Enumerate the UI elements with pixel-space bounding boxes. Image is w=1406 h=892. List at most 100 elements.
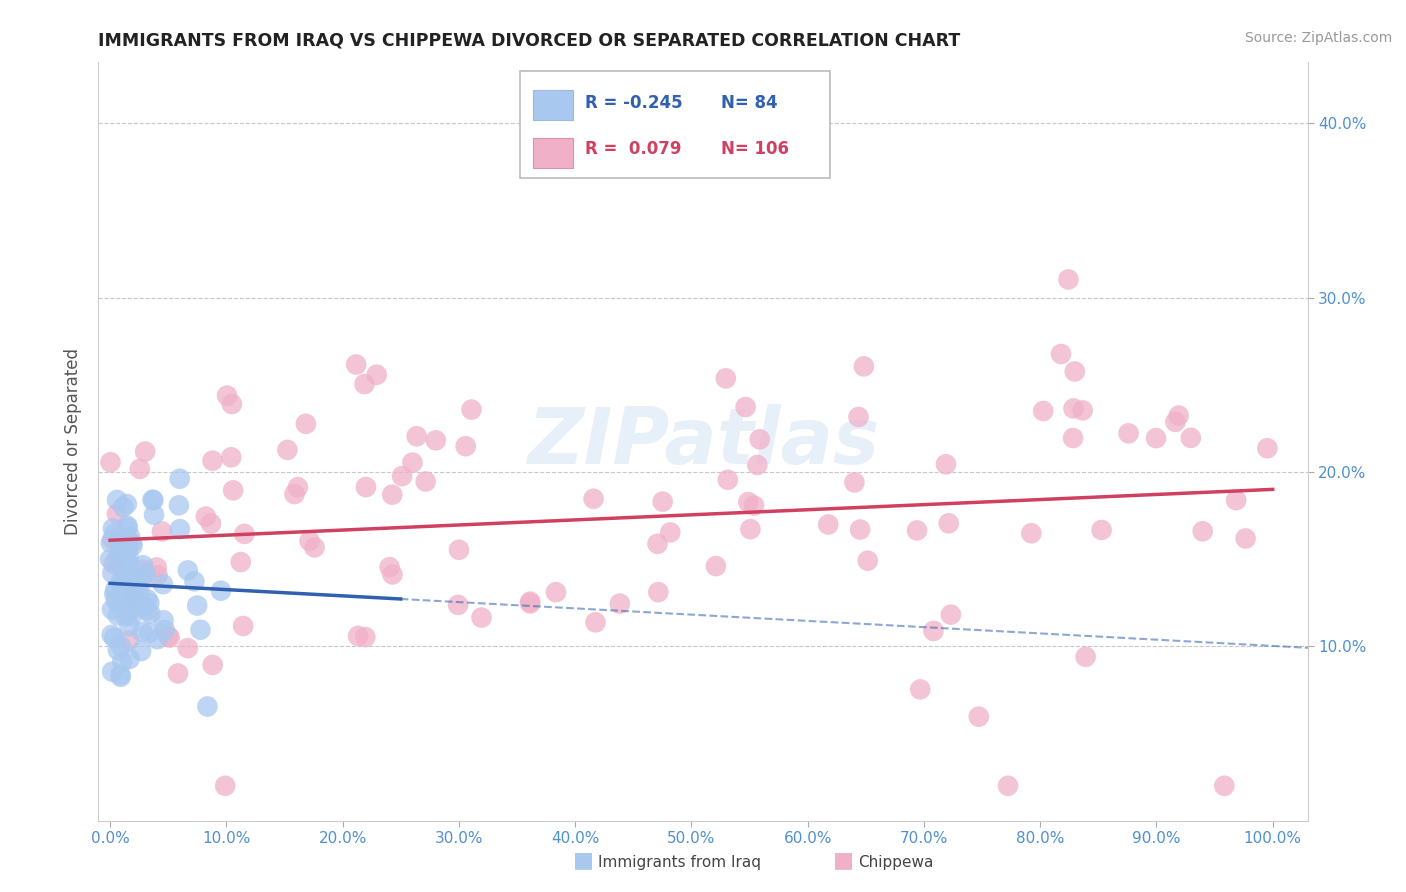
Point xyxy=(104,582,127,597)
Point xyxy=(100,536,122,550)
Point xyxy=(519,597,541,611)
FancyBboxPatch shape xyxy=(520,71,830,178)
Point xyxy=(112,549,135,564)
Point xyxy=(935,457,957,471)
Point xyxy=(233,527,256,541)
Point xyxy=(1071,403,1094,417)
Point xyxy=(146,632,169,647)
Point xyxy=(354,630,377,644)
Point xyxy=(169,522,191,536)
Point xyxy=(112,500,135,514)
Point xyxy=(120,587,142,601)
Point xyxy=(124,589,146,603)
Point xyxy=(344,358,367,372)
Point xyxy=(118,619,141,633)
Point xyxy=(544,585,567,599)
Point xyxy=(1063,401,1085,416)
Point xyxy=(131,625,153,640)
Point xyxy=(103,587,125,601)
Point xyxy=(1213,779,1236,793)
Point xyxy=(295,417,318,431)
Point xyxy=(100,455,122,469)
Point xyxy=(717,473,740,487)
Text: R = -0.245: R = -0.245 xyxy=(585,95,683,112)
Point xyxy=(938,516,960,531)
Point xyxy=(110,574,132,588)
Point xyxy=(190,623,212,637)
Point xyxy=(101,665,124,679)
Point xyxy=(1074,649,1097,664)
Point xyxy=(128,582,150,597)
Point xyxy=(115,497,138,511)
Point xyxy=(134,444,156,458)
Point xyxy=(115,542,138,557)
Point xyxy=(460,402,482,417)
Point xyxy=(114,609,136,624)
Point xyxy=(103,631,125,645)
Point xyxy=(107,608,129,623)
Point xyxy=(200,516,222,531)
Point xyxy=(1144,431,1167,445)
Point xyxy=(222,483,245,498)
Point xyxy=(101,521,124,535)
Point xyxy=(145,560,167,574)
Point xyxy=(110,639,132,653)
Point xyxy=(117,603,139,617)
Point xyxy=(121,539,143,553)
Y-axis label: Divorced or Separated: Divorced or Separated xyxy=(65,348,83,535)
Point xyxy=(159,631,181,645)
Point xyxy=(111,545,134,559)
Point xyxy=(651,494,673,508)
Point xyxy=(405,429,427,443)
Point xyxy=(194,509,217,524)
Point xyxy=(129,644,152,658)
Point xyxy=(214,779,236,793)
Point xyxy=(470,610,492,624)
Point xyxy=(849,523,872,537)
Point xyxy=(217,389,239,403)
Point xyxy=(354,480,377,494)
Point xyxy=(1225,493,1247,508)
Point xyxy=(118,633,141,648)
Point xyxy=(103,557,125,571)
Point xyxy=(298,533,321,548)
Point xyxy=(454,439,477,453)
Point xyxy=(1167,409,1189,423)
Point xyxy=(582,491,605,506)
Point xyxy=(221,397,243,411)
Point xyxy=(647,585,669,599)
Point xyxy=(219,450,242,465)
Point xyxy=(136,592,159,607)
Text: R =  0.079: R = 0.079 xyxy=(585,141,682,159)
Point xyxy=(146,568,169,582)
Point xyxy=(114,549,136,564)
Point xyxy=(939,607,962,622)
Point xyxy=(108,558,131,572)
Point xyxy=(747,458,769,472)
Point xyxy=(111,655,134,669)
Point xyxy=(704,559,727,574)
Point xyxy=(124,592,146,607)
Point xyxy=(132,569,155,583)
Point xyxy=(108,539,131,553)
Point xyxy=(150,524,173,539)
Point xyxy=(105,493,128,508)
Point xyxy=(201,454,224,468)
Point xyxy=(136,603,159,617)
Point xyxy=(848,409,870,424)
Point xyxy=(108,590,131,604)
Text: ZIPatlas: ZIPatlas xyxy=(527,403,879,480)
Point xyxy=(353,377,375,392)
Point xyxy=(967,709,990,723)
Text: Source: ZipAtlas.com: Source: ZipAtlas.com xyxy=(1244,31,1392,45)
Point xyxy=(132,562,155,576)
Text: ■: ■ xyxy=(834,850,853,870)
Point xyxy=(132,558,155,573)
Point xyxy=(125,574,148,588)
Point xyxy=(1063,364,1085,378)
Point xyxy=(1191,524,1213,539)
Point xyxy=(229,555,252,569)
Point xyxy=(107,643,129,657)
Point xyxy=(209,583,232,598)
Point xyxy=(856,554,879,568)
